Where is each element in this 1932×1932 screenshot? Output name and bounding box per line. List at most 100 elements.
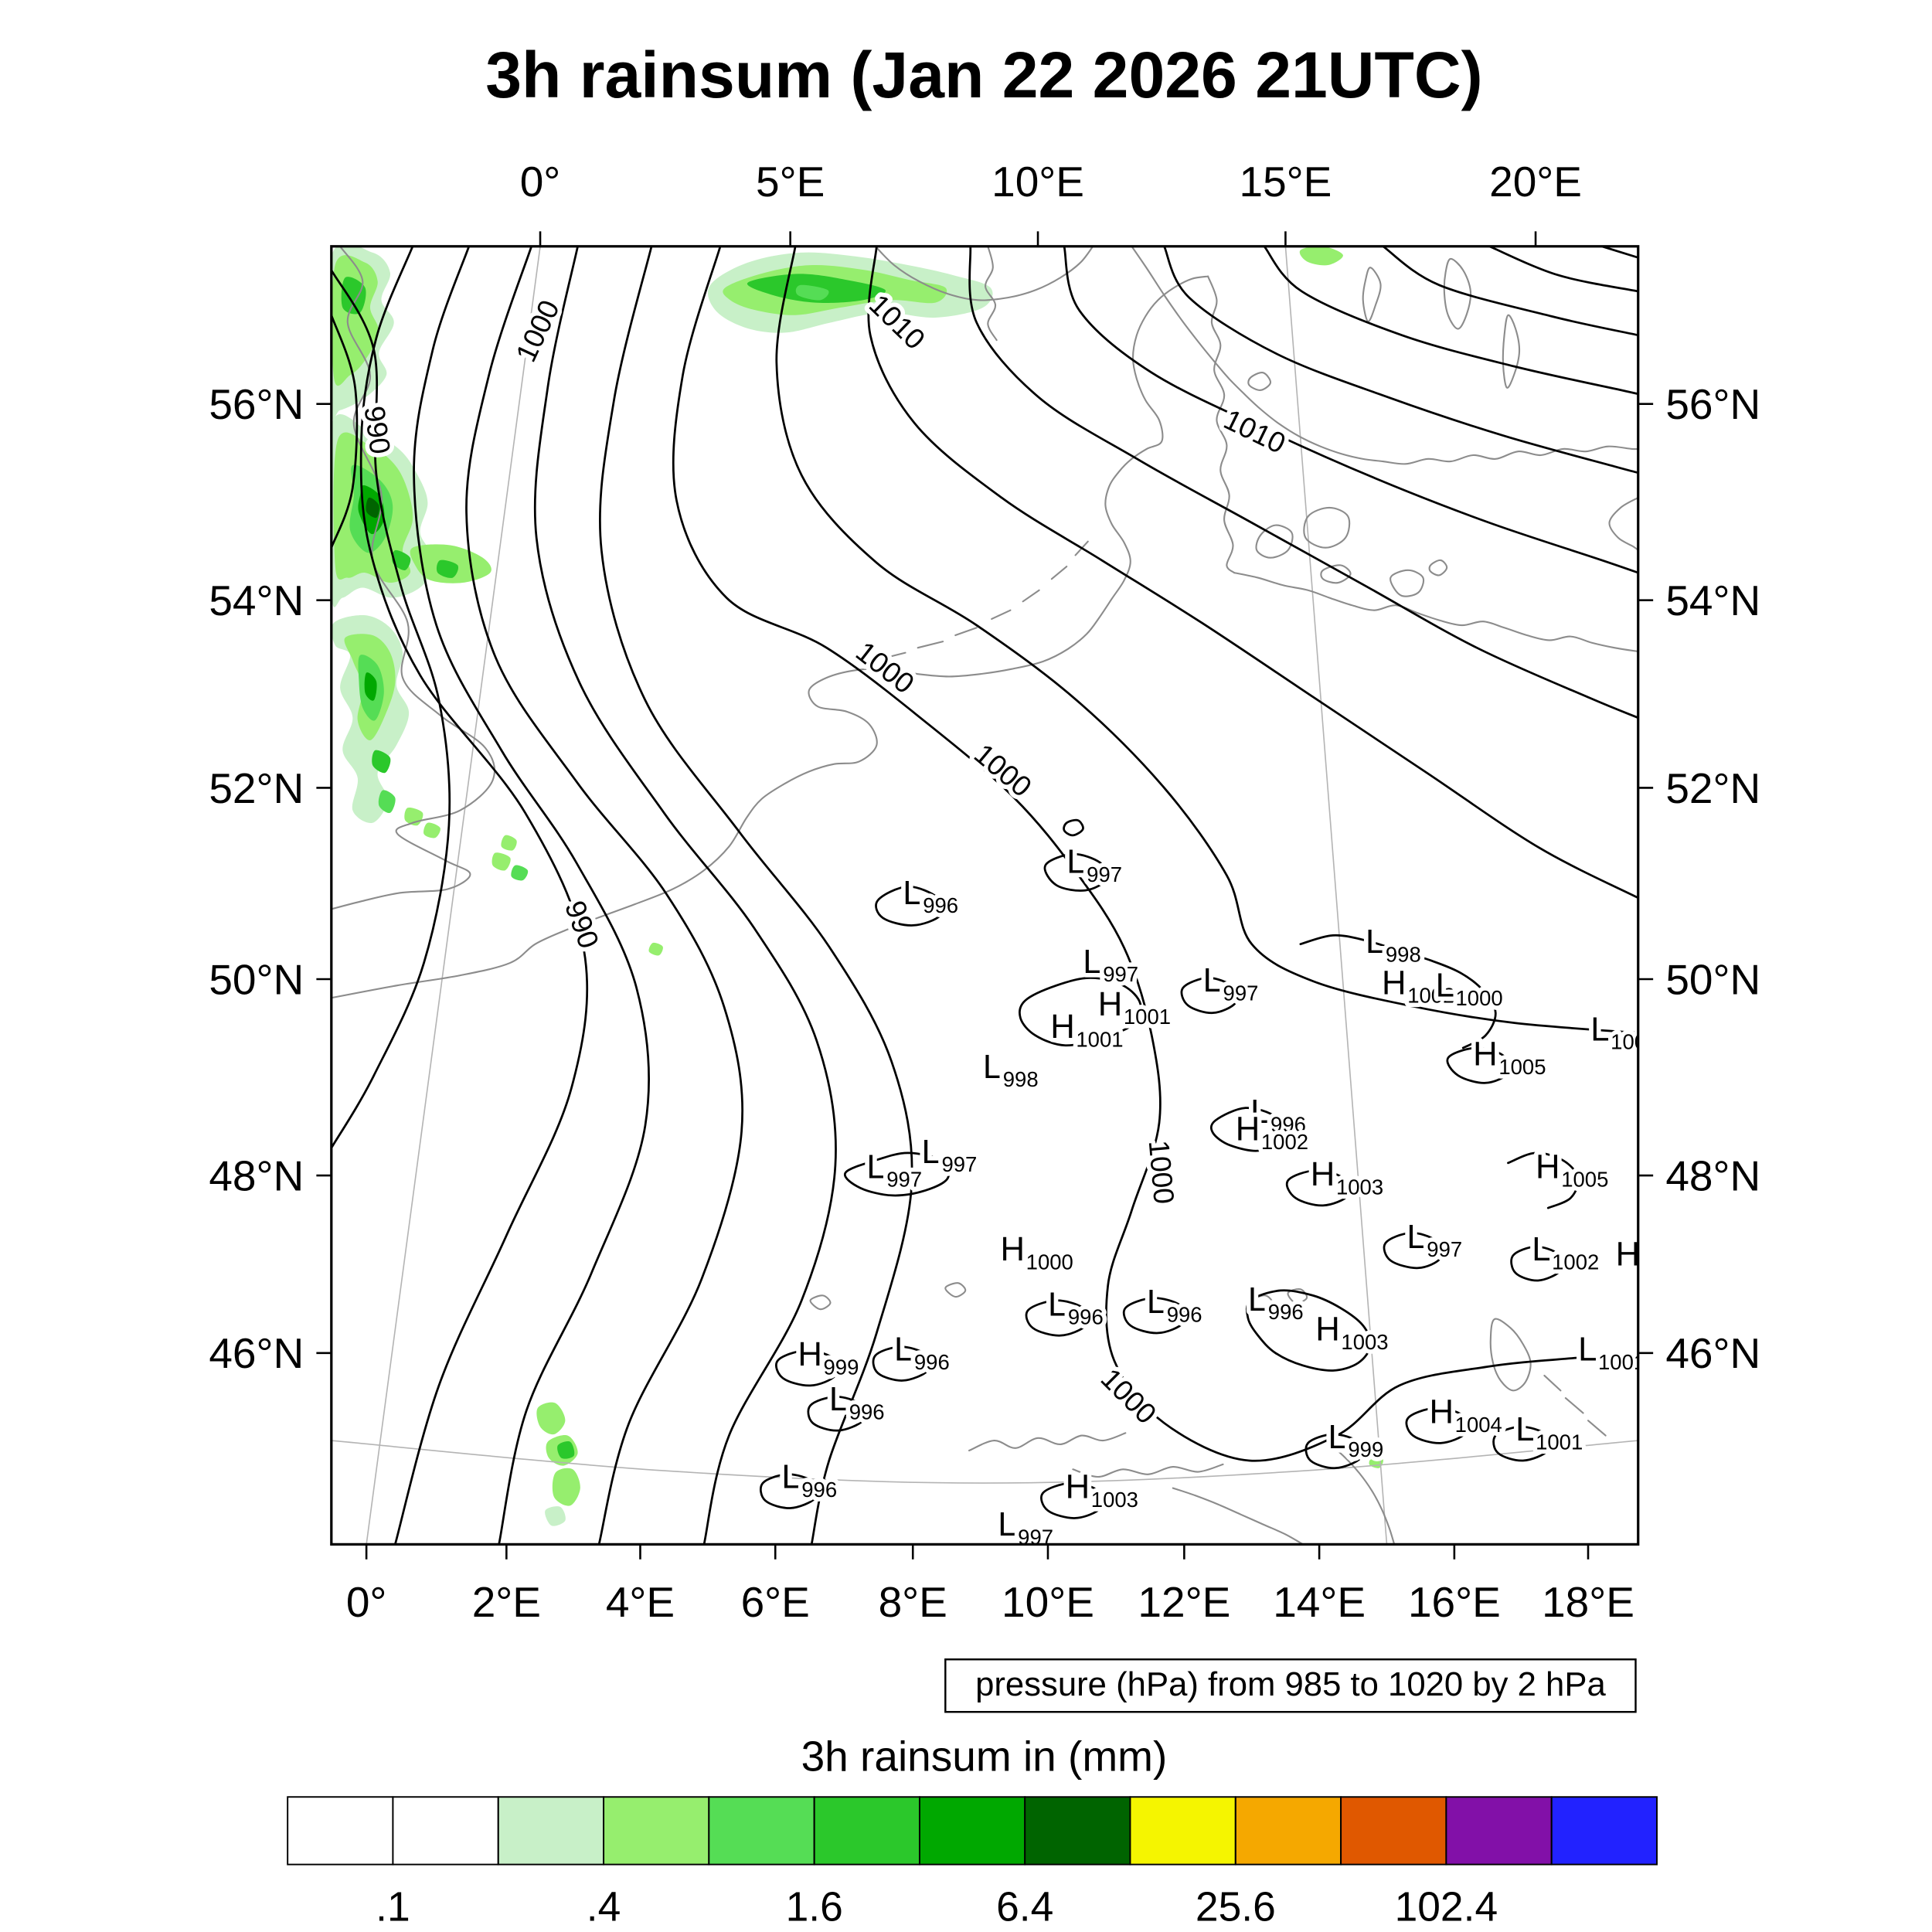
contour-loop — [843, 1151, 950, 1197]
rain-patch — [366, 497, 379, 519]
pressure-center-label: L1001 — [1515, 1410, 1583, 1454]
contour-loop — [1299, 934, 1497, 1049]
graticule-line — [331, 1440, 1638, 1484]
coastline-path — [1207, 275, 1236, 574]
colorbar-segment — [1024, 1796, 1131, 1866]
isobar-path — [867, 246, 1638, 900]
isobar-label: 1000 — [968, 737, 1038, 803]
contour-loop — [872, 1345, 931, 1382]
pressure-center-label: H1004 — [1430, 1393, 1502, 1436]
axis-tick-label: 54°N — [1665, 577, 1760, 624]
map-area: 1000990990100010001010101010001000L997L9… — [331, 246, 1689, 1545]
pressure-center-label: H999 — [798, 1335, 859, 1379]
isobar-path — [331, 269, 451, 1149]
isobar-label: 990 — [559, 896, 606, 953]
colorbar-segment — [497, 1796, 605, 1866]
rain-patch — [372, 750, 391, 774]
isobar-path — [359, 246, 589, 1545]
colorbar-tick-label: .1 — [376, 1884, 410, 1930]
colorbar-segment — [1129, 1796, 1236, 1866]
contour-loop — [1492, 1425, 1552, 1462]
isobar-path — [1488, 246, 1638, 293]
isobar-path — [1600, 246, 1638, 259]
coastline-path — [1325, 1440, 1396, 1545]
pressure-center-label: L996 — [1248, 1281, 1304, 1324]
isobar-path — [1263, 246, 1638, 396]
coastline-path — [1287, 1287, 1308, 1304]
rain-patch — [557, 1441, 575, 1459]
isobar-path — [533, 246, 837, 1545]
coastline-path — [1587, 1420, 1607, 1437]
caption-box — [944, 1658, 1637, 1713]
coastline-path — [1443, 257, 1472, 330]
rain-patch — [648, 942, 663, 956]
axis-tick-label: 10°E — [992, 158, 1084, 206]
axis-tick-label: 18°E — [1542, 1578, 1634, 1626]
pressure-center-label: H1005 — [1616, 1236, 1689, 1279]
coastline-path — [1608, 496, 1638, 552]
axis-tick-label: 14°E — [1273, 1578, 1366, 1626]
axis-tick-label: 46°N — [209, 1329, 304, 1377]
isobar-label: 1000 — [1095, 1362, 1163, 1430]
isobar-label: 1010 — [1219, 403, 1291, 460]
axis-tick-label: 12°E — [1138, 1578, 1230, 1626]
rain-patch — [378, 790, 396, 814]
pressure-center-label: L998 — [983, 1048, 1039, 1091]
map-axes: 0° 5°E 10°E 15°E 20°E 0° 2°E 4°E 6°E 8°E 10°E 12°E 1… — [209, 158, 1760, 1626]
coastline-path — [1320, 564, 1352, 584]
contour-loop — [1510, 1245, 1564, 1282]
coastline-path — [1303, 506, 1351, 549]
coastline-path — [809, 1294, 832, 1311]
isobar-path — [465, 246, 744, 1545]
rain-patch — [436, 560, 459, 578]
coastline-path — [1502, 314, 1521, 389]
rain-patch — [1299, 246, 1343, 266]
axis-tick-label: 8°E — [879, 1578, 947, 1626]
axis-tick-label: 0° — [520, 158, 561, 206]
axis-tick-label: 54°N — [209, 577, 304, 624]
pressure-center-label: L996 — [1048, 1285, 1104, 1328]
contour-loop — [1383, 1232, 1443, 1270]
rain-patch — [392, 549, 411, 570]
pressure-center-label: H1000 — [1000, 1230, 1073, 1274]
pressure-center-label: L996 — [894, 1331, 950, 1374]
contour-loop — [775, 1349, 839, 1387]
contour-loop — [1209, 1107, 1285, 1152]
caption-text: pressure (hPa) from 985 to 1020 by 2 hPa — [975, 1665, 1606, 1703]
pressure-center-label: L1002 — [1590, 1010, 1658, 1053]
coastline-path — [1489, 1318, 1532, 1392]
isobar-path — [1163, 246, 1638, 474]
pressure-center-label: L997 — [1083, 943, 1138, 986]
isobar-path — [413, 246, 650, 1545]
rain-patch — [423, 822, 440, 838]
coastline-path — [1233, 572, 1638, 653]
colorbar-tick-label: 25.6 — [1196, 1884, 1276, 1930]
colorbar-segment — [603, 1796, 710, 1866]
coastline-path — [917, 641, 944, 649]
coastline-path — [1255, 524, 1294, 559]
pressure-center-label: L997 — [1203, 961, 1259, 1005]
pressure-center-label: H1005 — [1473, 1036, 1546, 1079]
coastline-path — [1389, 569, 1425, 597]
axis-tick-label: 48°N — [1665, 1151, 1760, 1199]
colorbar-tick-label: 1.6 — [786, 1884, 843, 1930]
legend-title: 3h rainsum in (mm) — [801, 1732, 1168, 1780]
contour-loop — [1507, 1151, 1580, 1209]
rain-patch — [492, 852, 511, 871]
rain-patch — [795, 284, 829, 301]
axis-tick-label: 56°N — [209, 380, 304, 428]
chart-title: 3h rainsum (Jan 22 2026 21UTC) — [485, 39, 1482, 111]
contour-loop — [875, 885, 944, 927]
isobar-path — [331, 314, 359, 549]
colorbar-tick-label: 102.4 — [1395, 1884, 1498, 1930]
isobar-label: 1000 — [509, 295, 566, 367]
coastline-path — [879, 651, 906, 660]
contour-loop — [1405, 1406, 1469, 1444]
colorbar-segment — [813, 1796, 920, 1866]
rain-patch — [501, 835, 517, 851]
pressure-center-label: H1001 — [1098, 985, 1171, 1029]
axis-tick-label: 50°N — [1665, 955, 1760, 1003]
pressure-center-label: L1002 — [1532, 1230, 1599, 1274]
coastline-path — [1564, 1397, 1584, 1414]
